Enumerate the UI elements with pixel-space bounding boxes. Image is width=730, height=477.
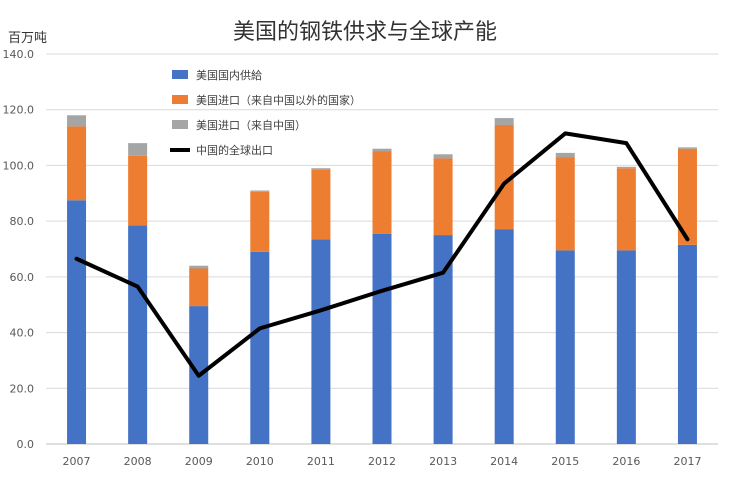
bar-marks [67,115,697,444]
bar-segment-series-1 [677,148,697,245]
x-tick-label: 2016 [612,455,640,468]
line-point [380,289,384,293]
y-tick-label: 140.0 [3,48,35,61]
bar-segment-series-2 [677,147,697,149]
y-tick-label: 60.0 [10,271,35,284]
legend-swatch [172,95,188,104]
legend-label: 美国进口（来自中国） [196,119,306,132]
y-tick-label: 40.0 [10,327,35,340]
bar-segment-series-2 [433,154,453,159]
bar-segment-series-1 [311,169,331,240]
bar-segment-series-0 [555,250,575,444]
bar-segment-series-0 [372,233,392,444]
bar-segment-series-1 [433,158,453,236]
x-tick-label: 2009 [185,455,213,468]
bar-segment-series-2 [494,118,514,126]
bar-segment-series-2 [616,166,636,169]
x-tick-label: 2017 [673,455,701,468]
x-tick-label: 2012 [368,455,396,468]
bar-segment-series-0 [67,200,87,444]
bar-segment-series-0 [250,251,270,444]
line-point [441,271,445,275]
line-point [502,182,506,186]
bar-segment-series-2 [128,143,148,156]
x-tick-label: 2011 [307,455,335,468]
bar-segment-series-2 [555,152,575,158]
y-tick-label: 100.0 [3,159,35,172]
bar-segment-series-0 [616,250,636,444]
y-tick-label: 0.0 [17,438,35,451]
bar-segment-series-0 [433,235,453,444]
bar-segment-series-0 [494,229,514,444]
bar-segment-series-2 [311,168,331,170]
legend-swatch [172,120,188,129]
legend-swatch [172,70,188,79]
bar-segment-series-2 [189,265,209,269]
bar-segment-series-1 [128,155,148,226]
line-point [319,308,323,312]
y-tick-label: 80.0 [10,215,35,228]
line-point [197,374,201,378]
bar-segment-series-1 [189,268,209,307]
bar-segment-series-0 [311,239,331,444]
y-tick-label: 20.0 [10,382,35,395]
line-point [75,257,79,261]
bar-segment-series-1 [494,125,514,230]
y-tick-label: 120.0 [3,104,35,117]
x-tick-label: 2013 [429,455,457,468]
legend-label: 中国的全球出口 [196,143,273,157]
bar-segment-series-0 [128,225,148,444]
bar-segment-series-0 [677,244,697,444]
bar-segment-series-2 [372,148,392,152]
x-tick-label: 2007 [63,455,91,468]
line-marks [74,131,690,378]
bar-segment-series-1 [67,126,87,201]
bar-segment-series-1 [616,168,636,251]
line-point [136,285,140,289]
chart-title: 美国的钢铁供求与全球产能 [232,20,497,45]
x-tick-label: 2008 [124,455,152,468]
x-tick-label: 2010 [246,455,274,468]
y-axis-unit-label: 百万吨 [8,31,48,46]
line-point [563,131,567,135]
bar-segment-series-1 [555,157,575,251]
bar-segment-series-1 [372,151,392,234]
legend-label: 美国进口（来自中国以外的国家） [196,93,361,107]
legend-label: 美国国内供給 [196,68,262,82]
line-point [258,326,262,330]
line-point [624,141,628,145]
bar-segment-series-1 [250,191,270,252]
bar-segment-series-2 [67,115,87,127]
bar-segment-series-2 [250,190,270,192]
x-tick-label: 2015 [551,455,579,468]
axes: 0.0 20.0 40.0 60.0 80.0 100.0 120.0 140.0 2007 20… [3,48,702,468]
x-tick-label: 2014 [490,455,518,468]
line-point [685,237,689,241]
